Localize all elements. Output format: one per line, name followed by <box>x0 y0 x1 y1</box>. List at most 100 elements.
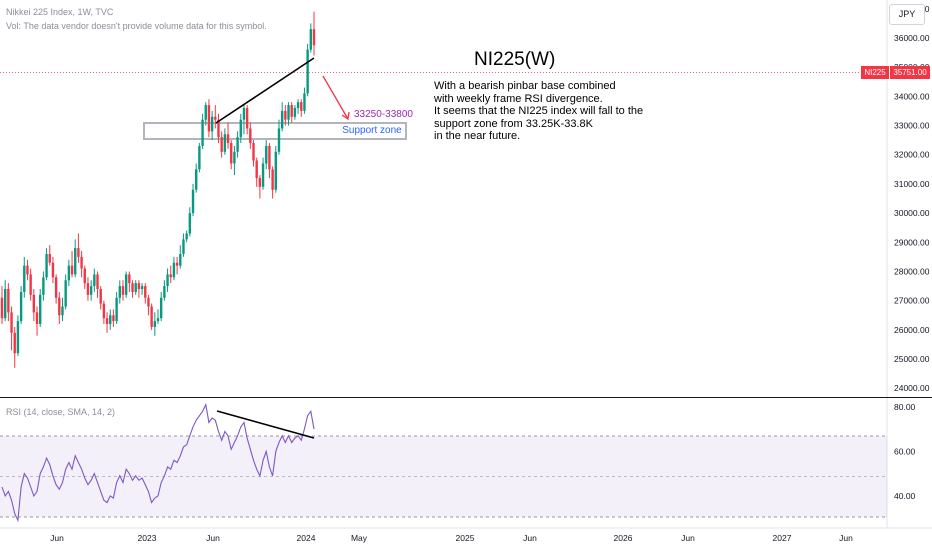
candle-body <box>239 119 242 138</box>
currency-button[interactable]: JPY <box>889 4 925 25</box>
candle-body <box>195 169 198 190</box>
candle-body <box>172 262 176 278</box>
price-tick-label: 29000.00 <box>894 237 930 247</box>
candle-body <box>191 189 195 214</box>
candle-body <box>287 105 290 120</box>
candle-body <box>150 306 153 327</box>
candle-body <box>258 178 262 187</box>
candle-body <box>280 110 284 129</box>
time-tick-label: Jun <box>50 533 64 543</box>
price-tick-label: 27000.00 <box>894 296 930 306</box>
rsi-axis: 80.00 60.00 40.00 <box>894 402 916 501</box>
rsi-tick-label: 60.00 <box>894 446 916 456</box>
time-axis: Jun 2023 Jun 2024 May 2025 Jun 2026 Jun 2027 Jun <box>50 533 853 543</box>
price-trendline[interactable] <box>215 57 315 124</box>
candle-body <box>296 102 300 109</box>
candle-body <box>77 248 80 257</box>
candle-body <box>245 108 249 129</box>
rsi-tick-label: 80.00 <box>894 402 916 412</box>
candle-body <box>182 239 185 254</box>
candle-body <box>226 134 230 144</box>
price-tick-label: 30000.00 <box>894 208 930 218</box>
candle-body <box>96 274 99 289</box>
candle-body <box>102 303 106 319</box>
candle-body <box>80 256 83 269</box>
symbol-price-tag: NI225 <box>861 66 889 79</box>
rsi-indicator-label[interactable]: RSI (14, close, SMA, 14, 2) <box>6 407 116 417</box>
analysis-note[interactable]: With a bearish pinbar base combined with… <box>434 80 643 143</box>
candle-body <box>67 265 71 281</box>
price-tick-label: 26000.00 <box>894 325 930 335</box>
candle-body <box>249 128 252 144</box>
candle-body <box>156 318 160 322</box>
time-tick-label: 2026 <box>614 533 633 543</box>
candle-body <box>220 137 223 152</box>
candle-body <box>159 297 163 319</box>
rsi-divergence-line[interactable] <box>216 410 315 439</box>
candle-body <box>268 145 271 170</box>
symbol-title[interactable]: Nikkei 225 Index, 1W, TVC <box>6 7 114 17</box>
candle-body <box>242 108 246 120</box>
price-tick-label: 25000.00 <box>894 354 930 364</box>
candle-body <box>217 119 220 138</box>
candle-body <box>74 248 77 275</box>
candle-body <box>198 145 201 170</box>
candle-body <box>137 283 141 289</box>
candle-body <box>35 312 39 325</box>
time-tick-label: 2024 <box>297 533 316 543</box>
candle-body <box>179 253 182 266</box>
candle-body <box>32 294 36 313</box>
candle-body <box>140 286 144 289</box>
time-tick-label: Jun <box>681 533 695 543</box>
candle-body <box>271 169 274 190</box>
candle-body <box>223 134 227 152</box>
price-tick-label: 34000.00 <box>894 91 930 101</box>
price-tick-label: 33000.00 <box>894 121 930 131</box>
candle-body <box>0 297 4 319</box>
candle-body <box>300 102 303 111</box>
target-range-label[interactable]: 33250-33800 <box>354 109 413 120</box>
candle-body <box>147 297 150 307</box>
note-line: in the near future. <box>434 130 521 142</box>
candle-body <box>54 277 58 298</box>
candle-body <box>185 233 188 240</box>
candle-body <box>124 274 128 295</box>
candle-body <box>51 262 55 278</box>
candle-body <box>153 321 157 327</box>
time-tick-label: Jun <box>523 533 537 543</box>
candle-body <box>7 288 10 313</box>
candle-body <box>274 151 277 190</box>
candle-body <box>210 116 214 132</box>
candle-body <box>48 253 51 263</box>
candle-body <box>61 306 64 316</box>
candle-body <box>166 274 169 287</box>
last-price-tag: 35751.00 <box>890 66 930 79</box>
candle-body <box>16 321 20 354</box>
candle-body <box>290 105 293 117</box>
candle-body <box>204 105 207 120</box>
candle-body <box>45 253 48 278</box>
time-tick-label: Jun <box>206 533 220 543</box>
time-tick-label: Jun <box>839 533 853 543</box>
rsi-line <box>1 402 315 523</box>
support-zone-label[interactable]: Support zone <box>340 125 404 137</box>
chart-annotation-title[interactable]: NI225(W) <box>474 49 556 70</box>
candle-body <box>29 274 32 295</box>
candle-body <box>115 297 118 322</box>
candle-body <box>255 160 258 179</box>
time-tick-label: 2027 <box>773 533 792 543</box>
support-zone-box[interactable] <box>143 122 407 140</box>
candle-body <box>144 286 147 298</box>
candle-body <box>265 145 268 164</box>
candle-body <box>93 274 96 287</box>
target-arrow[interactable] <box>322 75 350 121</box>
candle-body <box>201 119 204 146</box>
candle-body <box>312 29 316 46</box>
note-line: with weekly frame RSI divergence. <box>434 92 603 105</box>
price-axis: 37000.0036000.0035000.0034000.0033000.00… <box>894 4 930 393</box>
candle-body <box>277 128 281 152</box>
candle-body <box>230 143 233 164</box>
candle-body <box>26 265 29 275</box>
price-tick-label: 36000.00 <box>894 33 930 43</box>
